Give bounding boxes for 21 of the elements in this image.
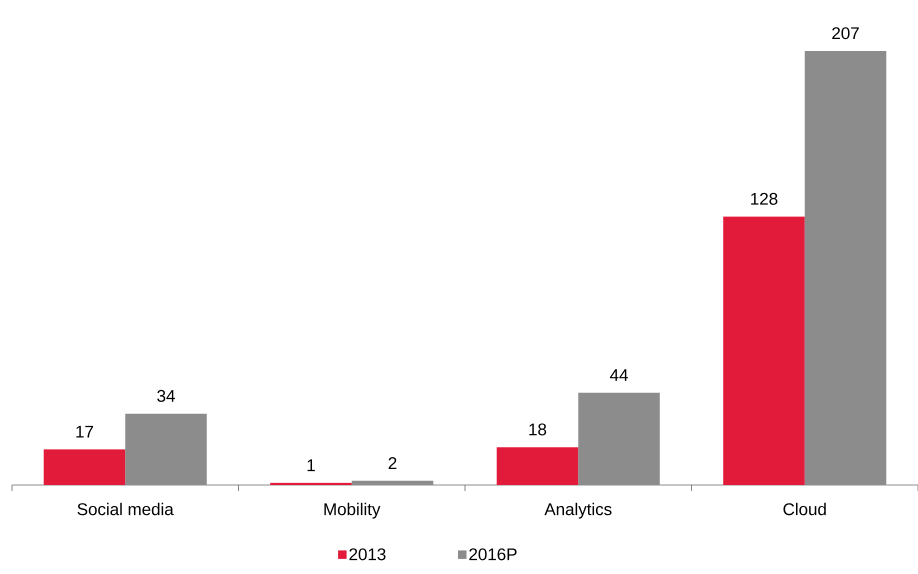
bar [804, 51, 886, 485]
legend-label: 2016P [469, 548, 517, 560]
x-tick-label: Mobility [324, 502, 380, 519]
data-label: 207 [832, 27, 859, 40]
x-tick-label: Social media [78, 502, 174, 516]
bar [723, 216, 805, 485]
x-tick-label: Analytics [544, 502, 612, 519]
bar [496, 447, 578, 485]
data-label: 44 [610, 369, 628, 381]
data-label: 18 [529, 423, 546, 436]
data-label: 1 [308, 459, 315, 472]
bar [578, 392, 660, 485]
bar [44, 449, 126, 485]
data-label: 17 [76, 426, 94, 438]
data-label: 2 [388, 457, 396, 469]
data-label: 128 [751, 192, 778, 205]
x-tick-label: Cloud [783, 502, 826, 516]
bar [125, 414, 207, 485]
data-label: 34 [157, 390, 175, 402]
bar [352, 480, 434, 485]
legend-label: 2013 [349, 548, 386, 560]
